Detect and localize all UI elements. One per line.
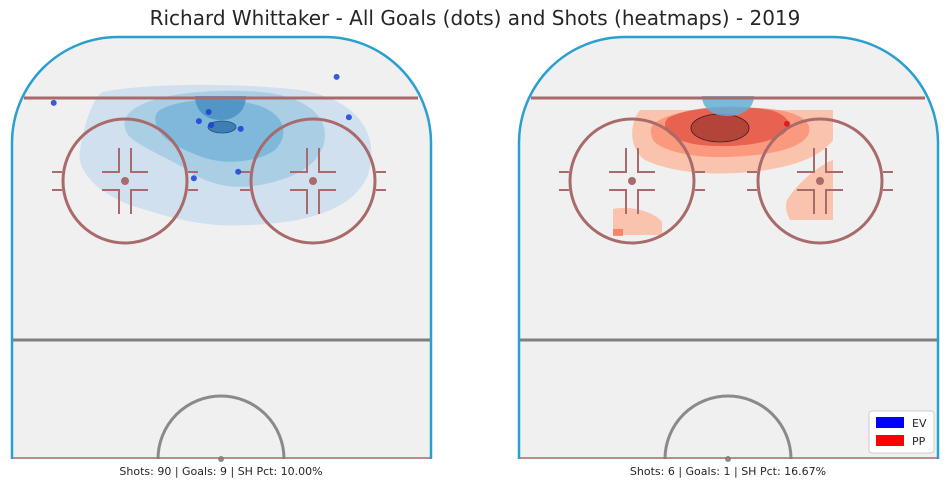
rink-boards (517, 35, 940, 459)
faceoff-dot-left (628, 177, 636, 185)
goal-marker-ev-7 (345, 114, 352, 121)
faceoff-dot-right (309, 177, 317, 185)
legend-label-pp: PP (912, 435, 926, 448)
faceoff-circle-right (756, 117, 884, 245)
goal-markers-pp (784, 120, 790, 127)
heatmap-level-4 (690, 113, 750, 143)
faceoff-circle-left (568, 117, 696, 245)
center-circle (663, 394, 793, 460)
goal-marker-ev-5 (208, 122, 215, 128)
faceoff-hashmarks (559, 148, 893, 214)
panel-caption-ev: Shots: 90 | Goals: 9 | SH Pct: 10.00% (119, 465, 322, 478)
goal-marker-ev-3 (205, 109, 212, 115)
center-dot (218, 456, 224, 462)
rink-panel-ev: Shots: 90 | Goals: 9 | SH Pct: 10.00% (10, 35, 433, 478)
heatmap-small-blob (613, 229, 623, 236)
shot-heatmap-pp (613, 96, 833, 236)
rink-panel-pp: Shots: 6 | Goals: 1 | SH Pct: 16.67% EV … (517, 35, 940, 478)
heatmap-level-5 (207, 120, 237, 134)
goal-marker-pp-1 (784, 120, 790, 127)
center-circle (156, 394, 286, 460)
panel-caption-pp: Shots: 6 | Goals: 1 | SH Pct: 16.67% (630, 465, 826, 478)
legend: EV PP (868, 410, 935, 454)
goal-markers-ev (50, 73, 352, 182)
goal-marker-ev-9 (190, 175, 197, 182)
legend-swatch-ev (876, 417, 904, 428)
faceoff-dot-right (816, 177, 824, 185)
legend-swatch-pp (876, 435, 904, 446)
goal-marker-ev-1 (50, 99, 57, 106)
faceoff-circle-right (249, 117, 377, 245)
faceoff-hashmarks (52, 148, 386, 214)
goal-marker-ev-2 (333, 73, 340, 80)
goal-marker-ev-8 (235, 168, 242, 175)
heatmap-level-1b (613, 207, 662, 235)
heatmap-blue-overlay (702, 96, 754, 116)
faceoff-dot-left (121, 177, 129, 185)
legend-label-ev: EV (912, 417, 927, 430)
rink-ice (519, 36, 938, 459)
goal-marker-ev-4 (195, 118, 202, 125)
center-dot (725, 456, 731, 462)
rink-boards (10, 35, 433, 459)
goal-marker-ev-6 (237, 125, 244, 132)
chart-title: Richard Whittaker - All Goals (dots) and… (149, 6, 801, 30)
faceoff-circle-left (61, 117, 189, 245)
